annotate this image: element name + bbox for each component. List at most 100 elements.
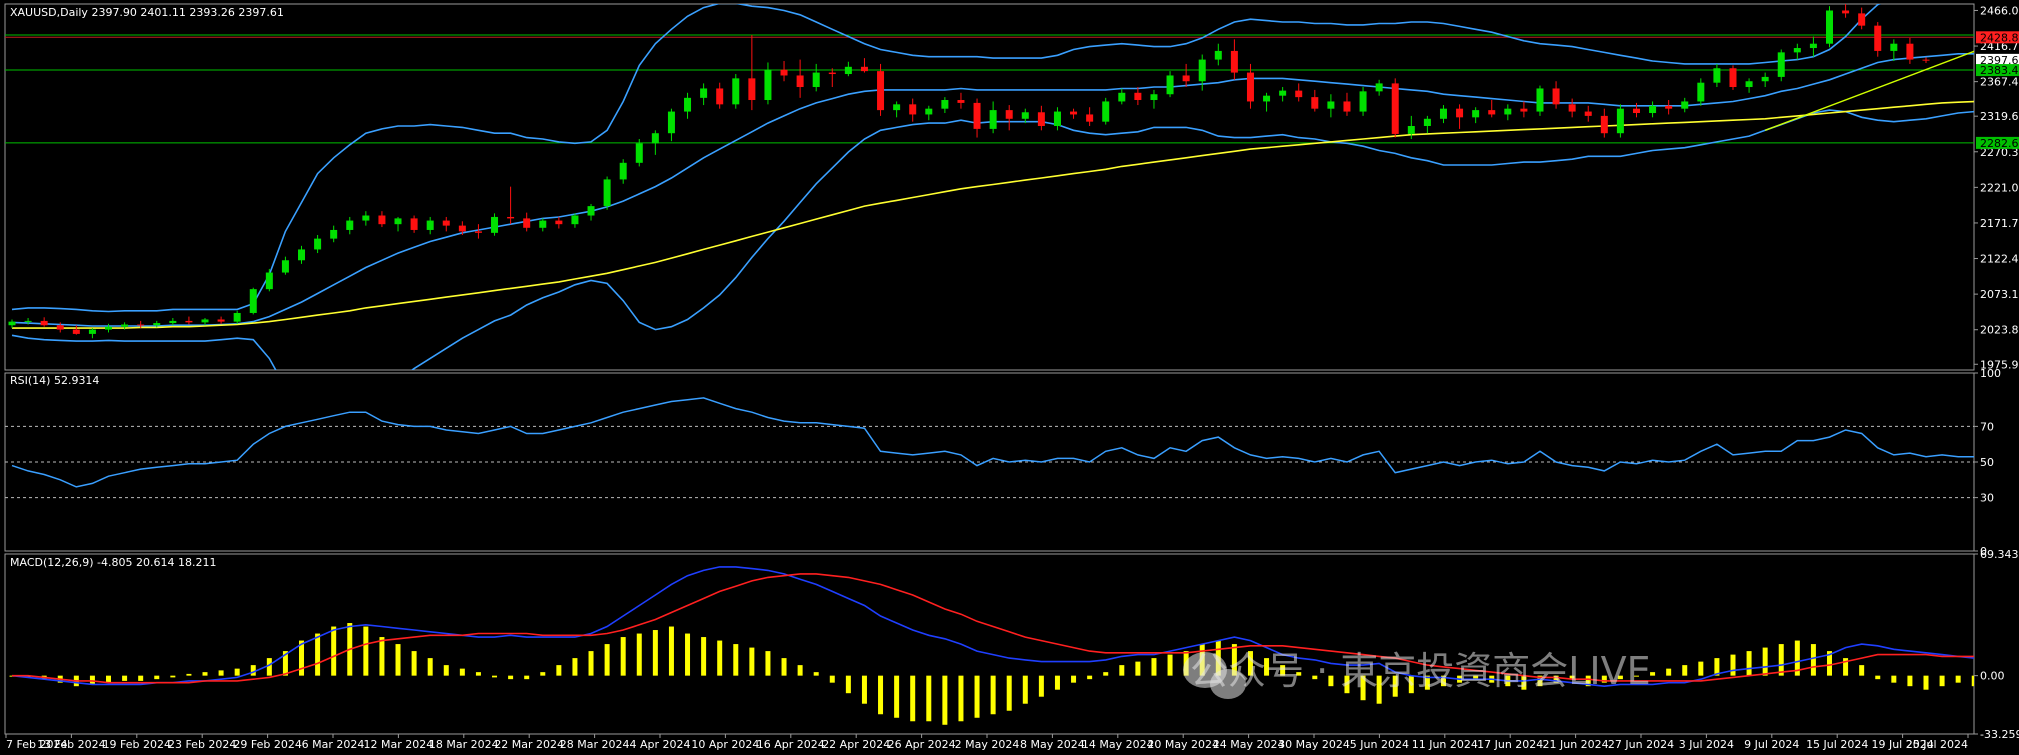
macd-histogram-bar bbox=[717, 640, 723, 676]
candle-bear bbox=[1230, 50, 1238, 73]
price-marker-label: 2383.49 bbox=[1980, 64, 2019, 77]
macd-histogram-bar bbox=[636, 633, 642, 676]
candle-bull bbox=[1279, 90, 1287, 96]
macd-panel-frame bbox=[4, 553, 1975, 735]
candle-bear bbox=[1005, 110, 1013, 119]
macd-panel[interactable] bbox=[9, 566, 1991, 725]
macd-histogram-bar bbox=[1473, 675, 1479, 680]
rsi-panel[interactable] bbox=[5, 397, 1974, 499]
candle-bull bbox=[105, 326, 113, 330]
candle-bear bbox=[1665, 105, 1673, 109]
macd-histogram-bar bbox=[1569, 675, 1575, 680]
time-tick-label: 22 Mar 2024 bbox=[494, 738, 564, 751]
candle-bear bbox=[780, 69, 788, 76]
candle-bull bbox=[1536, 88, 1544, 112]
candle-bear bbox=[56, 325, 64, 330]
candle-bull bbox=[812, 72, 820, 88]
candle-bear bbox=[40, 320, 48, 326]
candle-bull bbox=[1745, 81, 1753, 88]
price-tick-label: 2367.45 bbox=[1980, 76, 2019, 89]
macd-histogram-bar bbox=[974, 675, 980, 718]
time-tick-label: 14 May 2024 bbox=[1082, 738, 1154, 751]
macd-histogram-bar bbox=[1778, 644, 1784, 676]
macd-histogram-bar bbox=[1424, 675, 1430, 690]
macd-histogram-bar bbox=[299, 640, 305, 676]
macd-histogram-bar bbox=[749, 647, 755, 676]
macd-histogram-bar bbox=[620, 637, 626, 676]
bollinger-upper-line bbox=[11, 4, 1882, 313]
macd-histogram-bar bbox=[1907, 675, 1913, 687]
candle-bear bbox=[410, 218, 418, 230]
macd-histogram-bar bbox=[781, 658, 787, 676]
macd-histogram-bar bbox=[685, 633, 691, 676]
time-tick-label: 25 Jul 2024 bbox=[1906, 738, 1968, 751]
candle-bear bbox=[1584, 111, 1592, 116]
macd-histogram-bar bbox=[1392, 675, 1398, 697]
candle-bull bbox=[1649, 105, 1657, 114]
candle-bull bbox=[732, 78, 740, 105]
time-tick-label: 19 Feb 2024 bbox=[103, 738, 171, 751]
macd-tick-label: 0.00 bbox=[1980, 670, 2005, 683]
price-tick-label: 2466.05 bbox=[1980, 4, 2019, 17]
candle-bear bbox=[474, 231, 482, 233]
time-tick-label: 22 Apr 2024 bbox=[822, 738, 890, 751]
price-axis: 2466.05 2416.75 2367.45 2319.60 2270.30 2221.… bbox=[1974, 4, 2019, 741]
candle-bull bbox=[1761, 76, 1769, 82]
candle-bull bbox=[1793, 48, 1801, 53]
macd-histogram-bar bbox=[701, 637, 707, 676]
price-marker-box bbox=[1976, 64, 2019, 77]
price-tick-label: 2319.60 bbox=[1980, 110, 2019, 123]
macd-histogram-bar bbox=[411, 651, 417, 676]
macd-histogram-bar bbox=[829, 675, 835, 683]
candle-bear bbox=[1037, 112, 1045, 126]
rsi-tick-label: 0 bbox=[1980, 545, 1987, 558]
candle-bull bbox=[169, 320, 177, 324]
candle-bear bbox=[1600, 115, 1608, 134]
candle-bull bbox=[362, 215, 370, 221]
time-tick-label: 15 Jul 2024 bbox=[1806, 738, 1868, 751]
candle-bull bbox=[651, 133, 659, 144]
candle-bull bbox=[1118, 92, 1126, 102]
candle-bear bbox=[1182, 75, 1190, 82]
time-tick-label: 20 May 2024 bbox=[1147, 738, 1219, 751]
macd-histogram-bar bbox=[1537, 675, 1543, 687]
macd-histogram-bar bbox=[1231, 644, 1237, 676]
macd-histogram-bar bbox=[1746, 651, 1752, 676]
macd-histogram-bar bbox=[1264, 658, 1270, 676]
candle-bull bbox=[1825, 10, 1833, 44]
time-tick-label: 12 Mar 2024 bbox=[364, 738, 434, 751]
candle-bear bbox=[1246, 72, 1254, 102]
price-tick-label: 2171.70 bbox=[1980, 217, 2019, 230]
candle-bull bbox=[1198, 59, 1206, 82]
macd-histogram-bar bbox=[588, 651, 594, 676]
candle-bear bbox=[555, 220, 563, 225]
candle-bear bbox=[442, 220, 450, 226]
macd-histogram-bar bbox=[1762, 647, 1768, 676]
bollinger-middle-line bbox=[11, 52, 1974, 327]
main-panel-header: XAUUSD,Daily 2397.90 2401.11 2393.26 239… bbox=[10, 6, 284, 19]
price-tick-label: 2023.80 bbox=[1980, 324, 2019, 337]
macd-histogram-bar bbox=[492, 675, 498, 678]
time-tick-label: 8 May 2024 bbox=[1020, 738, 1085, 751]
candle-bear bbox=[1391, 83, 1399, 134]
macd-histogram-bar bbox=[1875, 675, 1881, 680]
candle-bull bbox=[1890, 43, 1898, 51]
macd-histogram-bar bbox=[1344, 675, 1350, 694]
price-marker-label: 2397.61 bbox=[1980, 54, 2019, 67]
candle-bull bbox=[1616, 108, 1624, 134]
candle-bear bbox=[909, 104, 917, 115]
candle-bull bbox=[153, 323, 161, 326]
main-panel[interactable] bbox=[5, 0, 2019, 413]
candle-bear bbox=[973, 102, 981, 129]
macd-histogram-bar bbox=[459, 668, 465, 676]
candle-bull bbox=[233, 312, 241, 322]
candle-bull bbox=[844, 66, 852, 75]
macd-histogram-bar bbox=[1843, 658, 1849, 676]
macd-histogram-bar bbox=[845, 675, 851, 694]
candle-bear bbox=[507, 216, 515, 219]
price-tick-label: 2416.75 bbox=[1980, 40, 2019, 53]
macd-histogram-bar bbox=[572, 658, 578, 676]
candle-bull bbox=[1407, 126, 1415, 134]
candle-bull bbox=[249, 289, 257, 313]
